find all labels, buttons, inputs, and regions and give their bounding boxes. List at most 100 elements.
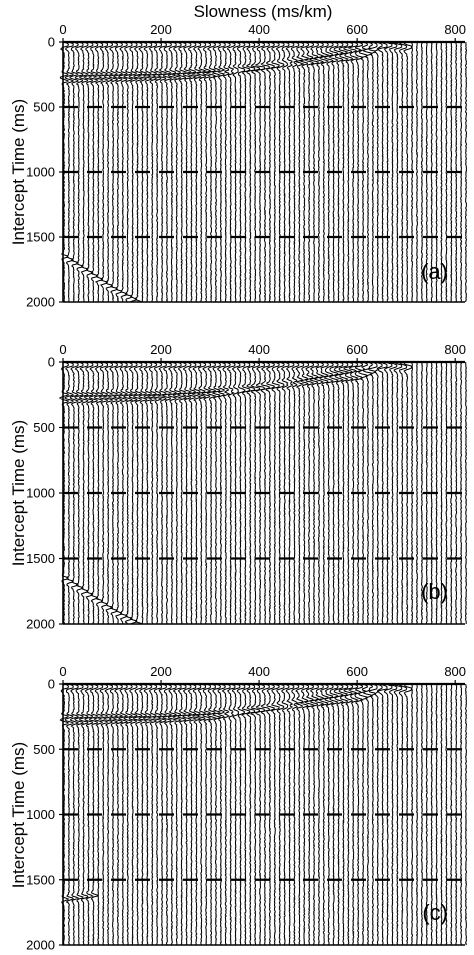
y-axis-title-a: Intercept Time (ms) <box>9 99 28 245</box>
seismic-trace <box>128 361 138 625</box>
seismic-trace <box>393 41 403 303</box>
seismic-trace <box>146 41 158 303</box>
seismic-trace <box>78 41 90 303</box>
seismic-trace <box>102 683 114 946</box>
seismic-trace <box>271 361 280 625</box>
y-tick-label: 0 <box>48 355 55 370</box>
seismic-trace <box>343 41 354 303</box>
seismic-trace <box>195 683 207 946</box>
y-ticks-a: 0 500 1000 1500 2000 <box>26 35 63 310</box>
seismic-trace <box>221 683 231 946</box>
seismic-trace <box>74 41 84 303</box>
seismic-trace <box>319 361 329 625</box>
seismic-trace <box>98 361 109 625</box>
seismic-trace <box>313 41 325 303</box>
seismic-trace <box>270 41 280 303</box>
seismic-trace <box>338 361 350 625</box>
seismic-trace <box>388 683 398 946</box>
y-tick-label: 1000 <box>26 486 55 501</box>
seismic-trace <box>74 361 85 625</box>
seismic-trace <box>176 683 187 946</box>
y-tick-label: 0 <box>48 677 55 692</box>
seismic-trace <box>393 361 403 625</box>
seismic-trace <box>176 361 187 625</box>
seismic-trace <box>389 41 398 303</box>
traces-a <box>59 41 468 303</box>
panel-label-a: (a) <box>421 259 448 284</box>
y-tick-label: 2000 <box>26 617 55 632</box>
seismic-trace <box>295 41 305 303</box>
x-axis-title: Slowness (ms/km) <box>194 2 333 21</box>
x-tick-label: 200 <box>150 342 172 357</box>
x-tick-label: 200 <box>150 22 172 37</box>
seismic-trace <box>128 683 138 946</box>
seismic-trace <box>151 361 163 625</box>
seismic-trace <box>445 683 448 946</box>
seismic-trace <box>318 683 329 946</box>
y-tick-label: 500 <box>33 100 55 115</box>
seismic-trace <box>146 361 158 625</box>
seismic-trace <box>393 683 403 946</box>
seismic-trace <box>368 683 378 946</box>
seismic-trace <box>202 41 212 303</box>
seismic-trace <box>362 41 373 303</box>
seismic-trace <box>290 41 300 303</box>
seismic-trace <box>415 41 419 303</box>
x-tick-label: 200 <box>150 664 172 679</box>
x-tick-label: 400 <box>248 22 270 37</box>
seismic-trace <box>146 683 158 946</box>
seismic-trace <box>343 683 354 946</box>
seismic-trace <box>196 41 208 303</box>
seismic-trace <box>250 361 261 625</box>
y-tick-label: 1500 <box>26 230 55 245</box>
seismic-trace <box>314 683 325 946</box>
seismic-trace <box>176 41 188 303</box>
panel-a: Slowness (ms/km) Intercept Time (ms) 0 20… <box>9 2 468 310</box>
seismic-trace <box>367 41 378 303</box>
y-tick-label: 500 <box>33 742 55 757</box>
seismic-trace <box>291 683 300 946</box>
seismic-trace <box>389 361 398 625</box>
seismic-trace <box>122 361 134 625</box>
seismic-trace <box>226 683 236 946</box>
y-tick-label: 0 <box>48 35 55 50</box>
y-tick-label: 500 <box>33 420 55 435</box>
x-ticks-a: 0 200 400 600 800 <box>59 22 466 42</box>
seismic-trace <box>313 361 325 625</box>
x-tick-label: 400 <box>248 664 270 679</box>
panel-b: Intercept Time (ms) 0 200 400 600 800 0 500 10… <box>9 342 468 632</box>
seismic-trace <box>196 361 207 625</box>
x-tick-label: 0 <box>59 664 66 679</box>
x-tick-label: 800 <box>444 342 466 357</box>
x-tick-label: 800 <box>444 664 466 679</box>
seismic-trace <box>123 683 134 946</box>
x-tick-label: 0 <box>59 22 66 37</box>
seismic-trace <box>343 361 354 625</box>
x-tick-label: 600 <box>346 664 368 679</box>
seismic-trace <box>172 683 182 946</box>
x-tick-label: 600 <box>346 342 368 357</box>
seismic-trace <box>98 41 109 303</box>
seismic-trace <box>128 41 139 303</box>
seismic-trace <box>270 683 280 946</box>
y-ticks-c: 0 500 1000 1500 2000 <box>26 677 63 953</box>
seismic-trace <box>415 683 419 946</box>
seismic-trace <box>363 361 373 625</box>
seismic-trace <box>338 41 349 303</box>
seismic-trace <box>246 361 256 625</box>
seismic-trace <box>79 683 89 946</box>
seismic-trace <box>152 683 163 946</box>
seismic-trace <box>245 683 256 946</box>
x-ticks-c: 0 200 400 600 800 <box>59 664 466 684</box>
seismic-trace <box>295 361 305 625</box>
seismic-trace <box>295 683 305 946</box>
seismic-trace <box>440 683 443 946</box>
x-tick-label: 400 <box>248 342 270 357</box>
seismic-trace <box>152 41 163 303</box>
seismic-trace <box>200 361 212 625</box>
seismic-trace <box>338 683 349 946</box>
y-tick-label: 1500 <box>26 551 55 566</box>
seismic-trace <box>420 683 423 946</box>
seismic-trace <box>367 361 378 625</box>
y-ticks-b: 0 500 1000 1500 2000 <box>26 355 63 632</box>
